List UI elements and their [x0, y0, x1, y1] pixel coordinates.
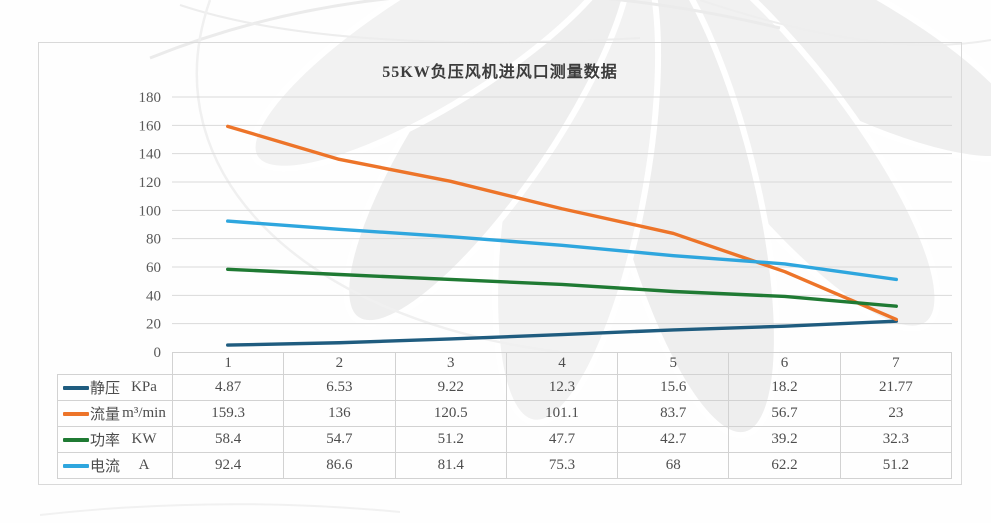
- value-cell: 58.4: [171, 426, 285, 453]
- series-unit-label: A: [138, 457, 150, 473]
- category-header-cell: 4: [505, 352, 619, 375]
- series-row-1: 静压 KPa 4.87 6.53 9.22 12.3 15.6 18.2 21.77: [57, 374, 953, 401]
- series-name-label: 流量: [90, 407, 121, 423]
- value-cell: 42.7: [617, 426, 730, 453]
- category-header-cell: 5: [617, 352, 730, 375]
- value-cell: 159.3: [171, 400, 285, 427]
- value-cell: 62.2: [728, 452, 841, 479]
- series-unit-label: KW: [131, 431, 157, 447]
- value-cell: 51.2: [394, 426, 507, 453]
- value-cell: 21.77: [839, 374, 953, 401]
- legend-cell: 电流 A: [57, 452, 173, 479]
- value-cell: 56.7: [728, 400, 841, 427]
- category-header-cell: 1: [171, 352, 285, 375]
- value-cell: 18.2: [728, 374, 841, 401]
- value-cell: 136: [283, 400, 396, 427]
- value-cell: 68: [617, 452, 730, 479]
- value-cell: 39.2: [728, 426, 841, 453]
- category-header-cell: 6: [728, 352, 841, 375]
- category-header-cell: 7: [839, 352, 953, 375]
- data-table: 1 2 3 4 5 6 7 静压 KPa 4.87 6.53 9.22 12.3 15.6 18.2 21.7…: [57, 352, 953, 479]
- series-row-3: 功率 KW 58.4 54.7 51.2 47.7 42.7 39.2 32.3: [57, 426, 953, 453]
- value-cell: 12.3: [505, 374, 619, 401]
- value-cell: 83.7: [617, 400, 730, 427]
- value-cell: 86.6: [283, 452, 396, 479]
- table-corner-cell: [58, 353, 173, 375]
- value-cell: 32.3: [839, 426, 953, 453]
- legend-line-swatch: [63, 437, 89, 442]
- legend-line-swatch: [63, 463, 89, 468]
- legend-line-swatch: [63, 411, 89, 416]
- category-header-cell: 2: [283, 352, 396, 375]
- legend-cell: 功率 KW: [57, 426, 173, 453]
- category-header-cell: 3: [394, 352, 507, 375]
- value-cell: 120.5: [394, 400, 507, 427]
- value-cell: 6.53: [283, 374, 396, 401]
- legend-line-swatch: [63, 385, 89, 390]
- chart-card: [38, 42, 962, 485]
- value-cell: 75.3: [505, 452, 619, 479]
- legend-cell: 流量 m³/min: [57, 400, 173, 427]
- value-cell: 4.87: [171, 374, 285, 401]
- series-unit-label: KPa: [131, 379, 157, 395]
- series-name-label: 功率: [90, 433, 121, 449]
- series-row-4: 电流 A 92.4 86.6 81.4 75.3 68 62.2 51.2: [57, 452, 953, 479]
- value-cell: 15.6: [617, 374, 730, 401]
- value-cell: 92.4: [171, 452, 285, 479]
- value-cell: 101.1: [505, 400, 619, 427]
- chart-title: 55KW负压风机进风口测量数据: [382, 64, 618, 81]
- legend-cell: 静压 KPa: [57, 374, 173, 401]
- series-name-label: 电流: [90, 459, 121, 475]
- series-row-2: 流量 m³/min 159.3 136 120.5 101.1 83.7 56.7 23: [57, 400, 953, 427]
- series-unit-label: m³/min: [122, 405, 166, 421]
- value-cell: 9.22: [394, 374, 507, 401]
- value-cell: 51.2: [839, 452, 953, 479]
- value-cell: 23: [839, 400, 953, 427]
- value-cell: 47.7: [505, 426, 619, 453]
- value-cell: 54.7: [283, 426, 396, 453]
- value-cell: 81.4: [394, 452, 507, 479]
- series-name-label: 静压: [90, 381, 121, 397]
